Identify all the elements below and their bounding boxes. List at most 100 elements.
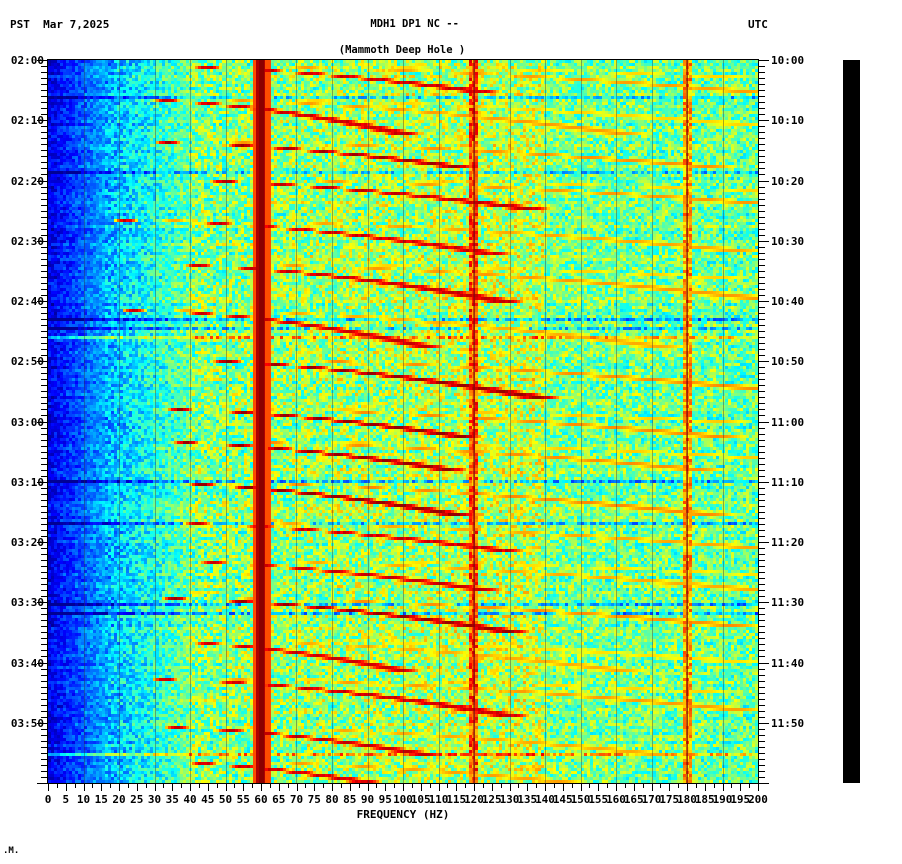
y-axis-right-minor-tick [758, 752, 765, 754]
x-axis-tick-label: 190 [712, 793, 733, 806]
x-axis-tick [740, 783, 742, 791]
x-axis-tick-label: 195 [730, 793, 751, 806]
x-axis-tick [545, 783, 546, 791]
y-axis-right-minor-tick [758, 126, 765, 128]
y-axis-right-minor-tick [758, 469, 765, 471]
y-axis-right-minor-tick [758, 114, 765, 116]
y-axis-right-minor-tick [758, 710, 765, 712]
x-axis-tick-label: 150 [570, 793, 591, 806]
y-axis-right-minor-tick [758, 174, 765, 176]
y-axis-right-major-tick [758, 783, 769, 784]
y-axis-right-minor-tick [758, 680, 765, 682]
x-axis-tick-label: 120 [464, 793, 484, 806]
station-title-line2: (Mammoth Deep Hole ) [338, 44, 466, 56]
x-axis-tick [190, 783, 191, 791]
y-axis-right-minor-tick [758, 554, 765, 556]
x-axis-tick-label: 80 [325, 793, 339, 806]
y-axis-right-minor-tick [758, 210, 765, 212]
y-axis-right-minor-tick [758, 349, 765, 351]
y-axis-right-label-utc: 10:10 [771, 114, 805, 128]
y-axis-right-label-utc: 11:20 [771, 536, 805, 549]
y-axis-right-minor-tick [758, 728, 765, 730]
y-axis-right-major-tick [758, 421, 769, 423]
y-axis-left-label-pst: 03:00 [10, 415, 44, 429]
x-axis-tick-label: 25 [130, 793, 144, 806]
y-axis-right-minor-tick [758, 740, 765, 742]
x-axis-tick [562, 783, 564, 791]
y-axis-right-minor-tick [758, 276, 765, 278]
x-axis-tick-label: 85 [343, 793, 357, 806]
x-axis-tick [598, 783, 600, 791]
y-axis-right-minor-tick [758, 548, 765, 550]
y-axis-right-minor-tick [758, 698, 765, 700]
x-axis-tick [296, 783, 298, 791]
x-axis-tick-label: 165 [623, 793, 644, 806]
header-left-timezone-date: PST Mar 7,2025 [10, 18, 109, 31]
y-axis-right-label-utc: 10:20 [771, 174, 805, 188]
x-axis-tick-label: 50 [218, 793, 233, 806]
y-axis-left-label-pst: 02:40 [10, 295, 44, 308]
x-axis-tick-label: 200 [748, 793, 768, 806]
y-axis-right-minor-tick [758, 156, 765, 158]
page-title: MDH1 DP1 NC -- (Mammoth Deep Hole ) [0, 5, 804, 83]
y-axis-right-minor-tick [758, 132, 765, 134]
y-axis-right-minor-tick [758, 367, 765, 369]
y-axis-right-minor-tick [758, 535, 765, 537]
x-axis-tick-label: 100 [393, 793, 413, 806]
y-axis-right-minor-tick [758, 228, 765, 230]
y-axis-right-minor-tick [758, 90, 765, 92]
x-axis-tick [172, 783, 174, 791]
y-axis-right-minor-tick [758, 475, 765, 477]
y-axis-right-label-utc: 11:30 [771, 596, 805, 610]
y-axis-right-minor-tick [758, 204, 765, 206]
y-axis-right-minor-tick [758, 252, 765, 254]
x-axis-tick [83, 783, 85, 791]
y-axis-right-minor-tick [758, 686, 765, 688]
y-axis-right-minor-tick [758, 216, 765, 218]
x-axis-tick [616, 783, 617, 791]
y-axis-right-minor-tick [758, 355, 765, 357]
y-axis-right-label-utc: 11:10 [771, 475, 805, 489]
x-axis-tick-label: 95 [378, 793, 392, 806]
y-axis-right-minor-tick [758, 331, 765, 333]
x-axis-tick [136, 783, 138, 791]
y-axis-right-minor-tick [758, 192, 765, 194]
x-axis-tick [687, 783, 688, 791]
y-axis-right-label-utc: 11:50 [771, 716, 805, 730]
y-axis-left-label-pst: 02:50 [10, 355, 44, 369]
y-axis-right-minor-tick [758, 584, 765, 586]
x-axis-tick-label: 5 [62, 793, 70, 806]
y-axis-right-minor-tick [758, 282, 765, 284]
x-axis-tick-label: 70 [289, 793, 304, 806]
y-axis-left-label-pst: 03:20 [10, 536, 44, 549]
y-axis-right-major-tick [758, 481, 769, 483]
x-axis-title: FREQUENCY (HZ) [356, 808, 450, 821]
x-axis-tick [278, 783, 280, 791]
y-axis-right-minor-tick [758, 626, 765, 628]
y-axis-right-minor-tick [758, 746, 765, 748]
y-axis-right-minor-tick [758, 343, 765, 345]
x-axis-tick-label: 15 [94, 793, 108, 806]
header-timezone-utc: UTC [748, 18, 768, 31]
x-axis-tick-label: 110 [428, 793, 449, 806]
y-axis-right-major-tick [758, 662, 769, 664]
y-axis-right-minor-tick [758, 656, 765, 658]
y-axis-right-minor-tick [758, 288, 765, 290]
y-axis-right-minor-tick [758, 523, 765, 525]
y-axis-right-minor-tick [758, 758, 765, 760]
station-title-line1: MDH1 DP1 NC -- [370, 18, 459, 30]
y-axis-right-minor-tick [758, 270, 765, 272]
y-axis-right-minor-tick [758, 776, 765, 778]
y-axis-right-minor-tick [758, 415, 765, 417]
y-axis-right-minor-tick [758, 84, 765, 86]
y-axis-left-label-pst: 03:10 [10, 475, 44, 489]
spectrogram-canvas [47, 59, 759, 784]
y-axis-right-minor-tick [758, 716, 765, 718]
x-axis-tick [367, 783, 369, 791]
x-axis-tick [509, 783, 511, 791]
y-axis-right-minor-tick [758, 186, 765, 188]
y-axis-right-minor-tick [758, 397, 765, 399]
y-axis-right-minor-tick [758, 258, 765, 260]
y-axis-right-minor-tick [758, 379, 765, 381]
x-axis-tick [243, 783, 245, 791]
